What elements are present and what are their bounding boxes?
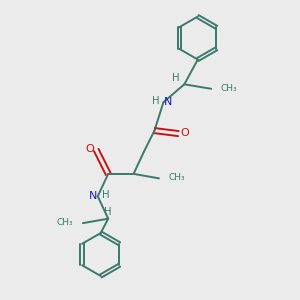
Text: H: H (102, 190, 110, 200)
Text: H: H (172, 73, 180, 83)
Text: CH₃: CH₃ (221, 84, 237, 93)
Text: N: N (164, 97, 172, 106)
Text: H: H (152, 96, 159, 106)
Text: H: H (104, 207, 112, 217)
Text: O: O (85, 144, 94, 154)
Text: CH₃: CH₃ (57, 218, 73, 227)
Text: O: O (181, 128, 189, 138)
Text: N: N (89, 191, 98, 201)
Text: CH₃: CH₃ (169, 173, 185, 182)
